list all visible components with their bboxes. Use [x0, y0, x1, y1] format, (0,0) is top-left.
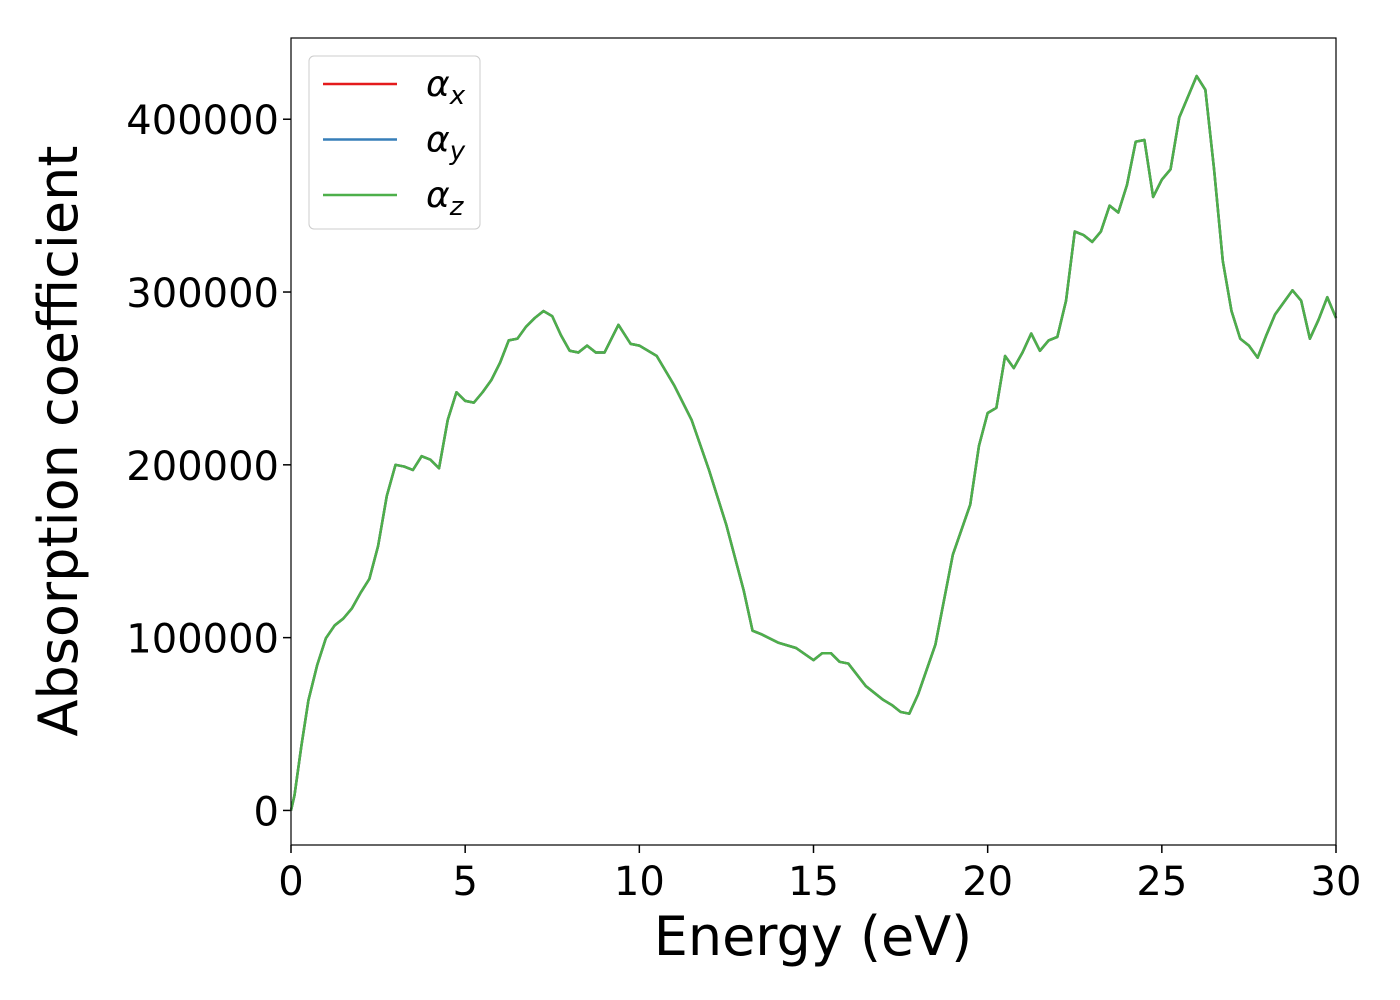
y-tick-label: 400000: [126, 98, 279, 144]
x-tick-label: 10: [614, 859, 665, 905]
x-tick-label: 5: [452, 859, 477, 905]
legend-label: αx: [426, 64, 466, 111]
x-tick-label: 20: [962, 859, 1013, 905]
x-tick-label: 15: [788, 859, 839, 905]
legend-label: αz: [426, 175, 465, 222]
plot-frame: [290, 37, 1337, 846]
y-tick-label: 300000: [126, 271, 279, 317]
y-tick-label: 100000: [126, 617, 279, 663]
y-tick-label: 0: [254, 789, 279, 835]
x-tick-label: 30: [1311, 859, 1362, 905]
legend-label: αy: [426, 120, 466, 167]
x-axis-label: Energy (eV): [654, 905, 973, 968]
data-line: [289, 74, 1338, 811]
y-tick-label: 200000: [126, 444, 279, 490]
y-axis-label: Absorption coefficient: [27, 146, 90, 737]
legend: αx αy αz: [308, 55, 481, 230]
x-tick-label: 0: [278, 859, 303, 905]
x-tick-label: 25: [1136, 859, 1187, 905]
legend-box: [308, 55, 481, 230]
